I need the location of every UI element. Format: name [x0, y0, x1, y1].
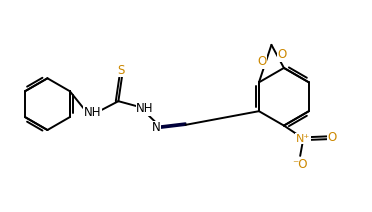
Text: NH: NH [84, 106, 101, 119]
Text: NH: NH [136, 102, 154, 115]
Text: S: S [117, 64, 125, 77]
Text: ⁻O: ⁻O [292, 158, 308, 170]
Text: O: O [278, 48, 287, 61]
Text: O: O [328, 131, 337, 144]
Text: N⁺: N⁺ [296, 134, 310, 144]
Text: O: O [257, 55, 266, 68]
Text: N: N [152, 121, 160, 134]
